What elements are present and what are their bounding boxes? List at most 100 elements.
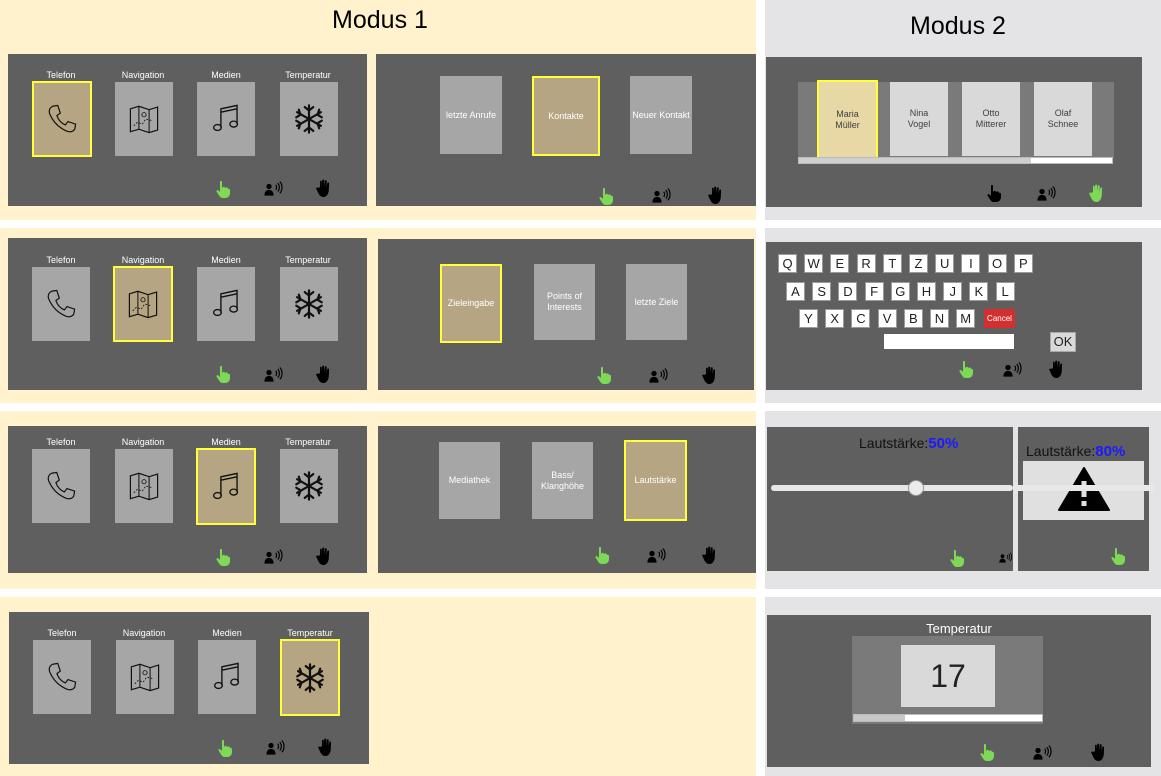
touch-icon[interactable] <box>977 742 997 762</box>
medien-tile[interactable] <box>197 267 255 341</box>
key-e[interactable]: E <box>830 254 850 273</box>
submenu-letzte-ziele[interactable]: letzte Ziele <box>626 264 687 340</box>
menu-label-telefon: Telefon <box>46 255 76 265</box>
key-m[interactable]: M <box>956 309 976 328</box>
voice-icon[interactable] <box>264 179 284 199</box>
key-p[interactable]: P <box>1013 254 1033 273</box>
voice-icon[interactable] <box>264 547 284 567</box>
touch-icon[interactable] <box>213 179 233 199</box>
hand-gesture-icon[interactable] <box>314 546 334 566</box>
voice-icon[interactable] <box>1003 360 1023 380</box>
temperatur-tile[interactable] <box>280 449 338 523</box>
voice-icon[interactable] <box>999 548 1013 568</box>
key-t[interactable]: T <box>882 254 902 273</box>
ok-button[interactable]: OK <box>1050 332 1076 352</box>
volume-value: 50% <box>928 435 959 452</box>
key-y[interactable]: Y <box>799 309 818 328</box>
submenu-neuer-kontakt[interactable]: Neuer Kontakt <box>630 76 692 154</box>
key-g[interactable]: G <box>890 282 910 301</box>
hand-gesture-icon[interactable] <box>314 364 334 384</box>
key-c[interactable]: C <box>851 309 871 328</box>
voice-icon[interactable] <box>649 366 669 386</box>
hand-gesture-icon[interactable] <box>314 178 334 198</box>
touch-icon[interactable] <box>592 545 612 565</box>
key-f[interactable]: F <box>864 282 884 301</box>
volume-slider-thumb[interactable] <box>908 480 924 496</box>
key-u[interactable]: U <box>935 254 955 273</box>
touch-icon[interactable] <box>956 359 976 379</box>
submenu-mediathek[interactable]: Mediathek <box>439 442 500 519</box>
volume-slider-track[interactable] <box>771 485 1013 491</box>
key-b[interactable]: B <box>903 309 923 328</box>
key-d[interactable]: D <box>838 282 858 301</box>
telefon-tile[interactable] <box>33 640 91 714</box>
navigation-tile[interactable] <box>115 82 173 156</box>
text-input-field[interactable] <box>884 334 1014 349</box>
navigation-tile[interactable] <box>115 449 173 523</box>
telefon-tile[interactable] <box>32 449 90 523</box>
touch-icon[interactable] <box>594 365 614 385</box>
navigation-tile[interactable] <box>113 266 173 342</box>
cancel-button[interactable]: Cancel <box>984 309 1015 328</box>
telefon-tile[interactable] <box>32 267 90 341</box>
touch-icon[interactable] <box>213 364 233 384</box>
telefon-tile[interactable] <box>32 81 92 157</box>
touch-icon[interactable] <box>213 547 233 567</box>
temperatur-tile[interactable] <box>280 82 338 156</box>
key-q[interactable]: Q <box>778 254 797 273</box>
key-i[interactable]: I <box>961 254 981 273</box>
hand-gesture-icon[interactable] <box>706 185 726 205</box>
hand-gesture-icon[interactable] <box>700 545 720 565</box>
submenu-zieleingabe[interactable]: Zieleingabe <box>440 264 502 343</box>
key-j[interactable]: J <box>943 282 963 301</box>
voice-icon[interactable] <box>652 186 672 206</box>
hand-gesture-icon[interactable] <box>316 737 336 757</box>
hand-gesture-icon[interactable] <box>1089 742 1109 762</box>
voice-icon[interactable] <box>1037 184 1057 204</box>
medien-tile[interactable] <box>196 448 256 525</box>
touch-icon[interactable] <box>1108 546 1128 566</box>
key-n[interactable]: N <box>930 309 949 328</box>
submenu-lautstaerke[interactable]: Lautstärke <box>624 440 687 521</box>
touch-icon[interactable] <box>984 183 1004 203</box>
temperatur-tile[interactable] <box>280 639 340 716</box>
key-w[interactable]: W <box>804 254 824 273</box>
submenu-bass-klanghoehe[interactable]: Bass/ Klanghöhe <box>532 442 593 519</box>
contact-card-nina-vogel[interactable]: Nina Vogel <box>890 82 948 156</box>
voice-icon[interactable] <box>264 365 284 385</box>
voice-icon[interactable] <box>266 738 286 758</box>
submenu-points-of-interests[interactable]: Points of Interests <box>534 264 595 340</box>
temperature-scrollbar-fill[interactable] <box>854 715 905 721</box>
submenu-letzte-anrufe[interactable]: letzte Anrufe <box>440 76 502 154</box>
temperature-scrollbar-track[interactable] <box>853 714 1043 722</box>
hand-gesture-icon[interactable] <box>1047 359 1067 379</box>
contacts-scrollbar-thumb[interactable] <box>799 158 1031 163</box>
medien-tile[interactable] <box>198 640 256 714</box>
hand-gesture-icon[interactable] <box>1087 183 1107 203</box>
key-v[interactable]: V <box>877 309 897 328</box>
voice-icon[interactable] <box>647 546 667 566</box>
touch-icon[interactable] <box>947 548 967 568</box>
temperatur-tile[interactable] <box>280 267 338 341</box>
contact-card-maria-mueller[interactable]: Maria Müller <box>817 80 878 159</box>
temperature-value-box[interactable]: 17 <box>901 645 995 707</box>
submenu-kontakte[interactable]: Kontakte <box>532 76 600 156</box>
key-l[interactable]: L <box>995 282 1015 301</box>
contact-card-otto-mitterer[interactable]: Otto Mitterer <box>962 82 1020 156</box>
navigation-tile[interactable] <box>116 640 174 714</box>
key-h[interactable]: H <box>917 282 936 301</box>
key-x[interactable]: X <box>825 309 845 328</box>
music-note-icon <box>210 660 244 694</box>
key-r[interactable]: R <box>856 254 876 273</box>
voice-icon[interactable] <box>1033 743 1053 763</box>
contact-card-olaf-schnee[interactable]: Olaf Schnee <box>1034 82 1092 156</box>
key-o[interactable]: O <box>987 254 1007 273</box>
key-s[interactable]: S <box>812 282 832 301</box>
medien-tile[interactable] <box>197 82 255 156</box>
touch-icon[interactable] <box>596 186 616 206</box>
key-z[interactable]: Z <box>909 254 928 273</box>
hand-gesture-icon[interactable] <box>700 365 720 385</box>
key-k[interactable]: K <box>969 282 989 301</box>
key-a[interactable]: A <box>786 282 805 301</box>
touch-icon[interactable] <box>215 738 235 758</box>
